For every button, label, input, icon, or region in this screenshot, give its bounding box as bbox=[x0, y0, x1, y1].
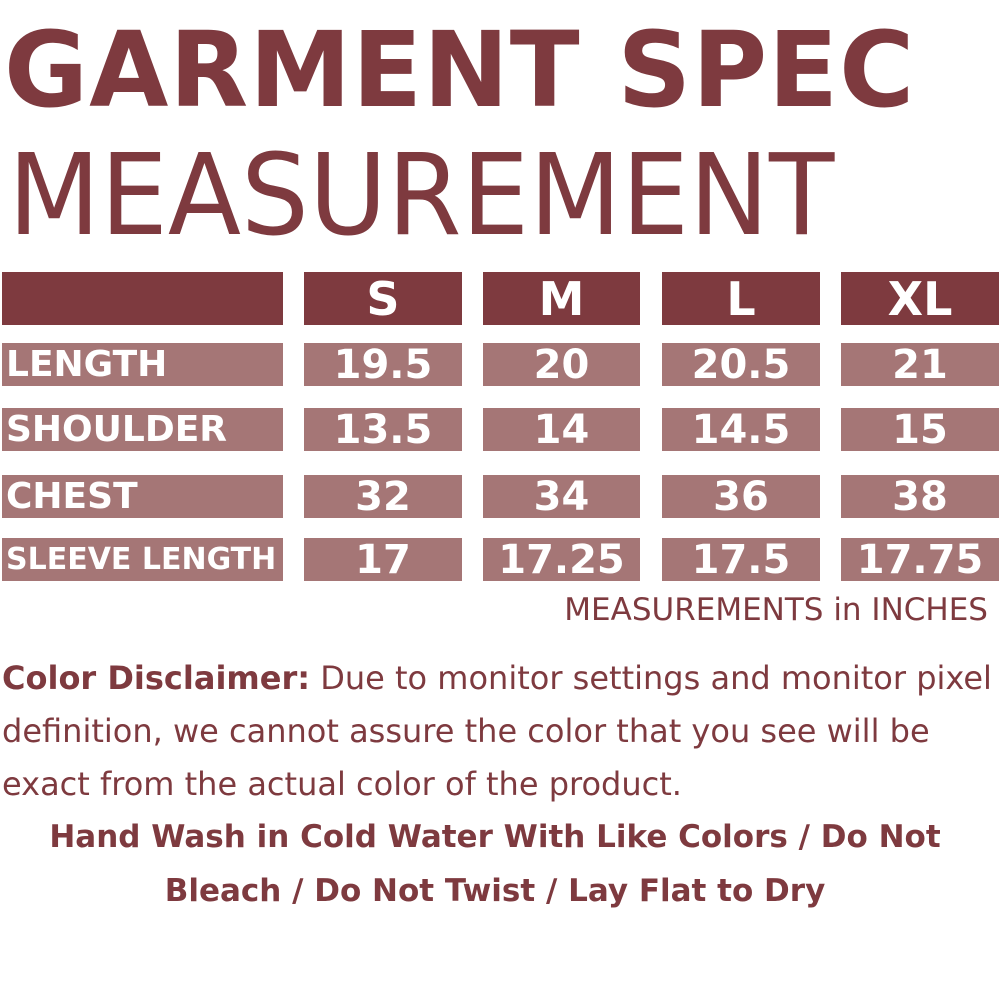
row-label: LENGTH bbox=[2, 343, 283, 386]
table-cell: 19.5 bbox=[304, 343, 462, 386]
disclaimer-label: Color Disclaimer: bbox=[2, 659, 311, 697]
title-measurement: MEASUREMENT bbox=[8, 131, 835, 261]
table-cell: 20.5 bbox=[662, 343, 820, 386]
units-note: MEASUREMENTS in INCHES bbox=[564, 592, 988, 628]
table-cell: 34 bbox=[483, 475, 640, 518]
color-disclaimer: Color Disclaimer: Due to monitor setting… bbox=[2, 652, 1000, 811]
table-cell: 17.25 bbox=[483, 538, 640, 581]
table-cell: 17.75 bbox=[841, 538, 999, 581]
row-label: SLEEVE LENGTH bbox=[2, 538, 283, 581]
table-cell: 32 bbox=[304, 475, 462, 518]
table-cell: 21 bbox=[841, 343, 999, 386]
table-cell: 38 bbox=[841, 475, 999, 518]
table-cell: 15 bbox=[841, 408, 999, 451]
table-cell: 13.5 bbox=[304, 408, 462, 451]
column-header-m: M bbox=[483, 272, 640, 325]
table-cell: 20 bbox=[483, 343, 640, 386]
column-header-xl: XL bbox=[841, 272, 999, 325]
care-instructions: Hand Wash in Cold Water With Like Colors… bbox=[49, 819, 941, 909]
header-corner-cell bbox=[2, 272, 283, 325]
table-cell: 17.5 bbox=[662, 538, 820, 581]
table-cell: 36 bbox=[662, 475, 820, 518]
column-header-l: L bbox=[662, 272, 820, 325]
title-garment-spec: GARMENT SPEC bbox=[4, 9, 916, 131]
row-label: CHEST bbox=[2, 475, 283, 518]
table-cell: 17 bbox=[304, 538, 462, 581]
table-cell: 14 bbox=[483, 408, 640, 451]
row-label: SHOULDER bbox=[2, 408, 283, 451]
column-header-s: S bbox=[304, 272, 462, 325]
disclaimer-text: Due to monitor settings and monitor pixe… bbox=[2, 659, 992, 803]
table-cell: 14.5 bbox=[662, 408, 820, 451]
